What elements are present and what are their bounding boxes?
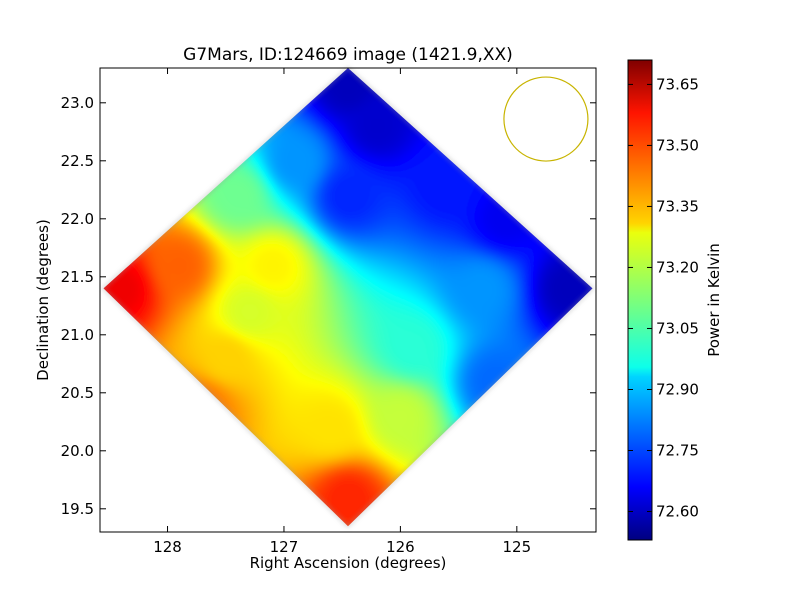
beam-circle (503, 76, 589, 162)
y-tick-label: 20.5 (61, 384, 94, 402)
y-tick-label: 22.5 (61, 152, 94, 170)
y-tick-label: 19.5 (61, 500, 94, 518)
x-tick-label: 127 (270, 538, 299, 556)
colorbar-ticks: 72.60 72.75 72.90 73.05 73.20 73.35 73.50 73.65 (628, 75, 699, 521)
chart-title: G7Mars, ID:124669 image (1421.9,XX) (183, 45, 513, 65)
y-tick-label: 21.5 (61, 268, 94, 286)
x-axis-label: Right Ascension (degrees) (250, 554, 447, 572)
y-tick-label: 23.0 (61, 94, 94, 112)
colorbar-label: Power in Kelvin (705, 243, 723, 357)
colorbar-tick-label: 73.35 (656, 197, 699, 215)
colorbar-tick-label: 72.90 (656, 380, 699, 398)
plot-frame (99, 67, 597, 533)
colorbar (627, 59, 653, 541)
y-tick-label: 22.0 (61, 210, 94, 228)
colorbar-tick-label: 72.75 (656, 442, 699, 460)
heatmap-edge (102, 66, 594, 528)
y-tick-label: 20.0 (61, 442, 94, 460)
x-tick-label: 128 (153, 538, 182, 556)
y-axis-label: Declination (degrees) (34, 219, 52, 381)
x-tick-label: 125 (503, 538, 532, 556)
y-tick-label: 21.0 (61, 326, 94, 344)
x-tick-label: 126 (386, 538, 415, 556)
x-axis-ticks: 128 127 126 125 (153, 68, 531, 556)
colorbar-tick-label: 73.65 (656, 75, 699, 93)
colorbar-tick-label: 73.50 (656, 136, 699, 154)
y-axis-ticks: 19.5 20.0 20.5 21.0 21.5 22.0 22.5 23.0 (61, 94, 596, 518)
colorbar-tick-label: 73.20 (656, 258, 699, 276)
beam-marker-layer (503, 76, 589, 162)
colorbar-tick-label: 73.05 (656, 319, 699, 337)
colorbar-tick-label: 72.60 (656, 503, 699, 521)
